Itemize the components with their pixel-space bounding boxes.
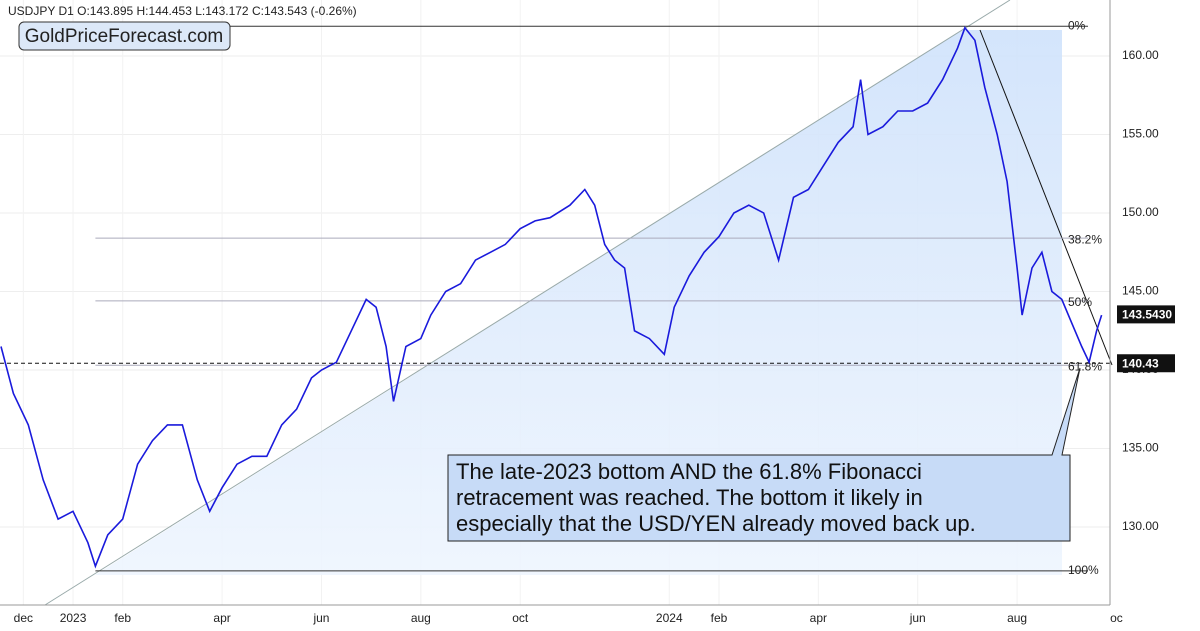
x-tick-label: 2023 bbox=[60, 611, 87, 625]
x-tick-label: aug bbox=[1007, 611, 1027, 625]
price-line bbox=[0, 26, 1103, 569]
y-tick-label: 150.00 bbox=[1122, 205, 1159, 219]
x-tick-label: apr bbox=[213, 611, 230, 625]
x-tick-label: oct bbox=[512, 611, 529, 625]
y-tick-label: 145.00 bbox=[1122, 284, 1159, 298]
fib-label: 50% bbox=[1068, 295, 1092, 309]
y-tick-label: 160.00 bbox=[1122, 48, 1159, 62]
trend-line bbox=[979, 29, 1113, 366]
callout-box bbox=[447, 367, 1081, 542]
symbol-header: USDJPY D1 O:143.895 H:144.453 L:143.172 … bbox=[8, 4, 357, 18]
price-tag-label: 140.43 bbox=[1122, 356, 1159, 370]
x-tick-label: oc bbox=[1110, 611, 1123, 625]
x-tick-label: aug bbox=[411, 611, 431, 625]
y-tick-label: 130.00 bbox=[1122, 519, 1159, 533]
callout-line: retracement was reached. The bottom it l… bbox=[456, 485, 923, 510]
fib-area bbox=[95, 30, 1062, 575]
price-tag bbox=[1117, 354, 1175, 373]
x-tick-label: 2024 bbox=[656, 611, 683, 625]
callout-line: especially that the USD/YEN already move… bbox=[456, 511, 976, 536]
x-tick-label: feb bbox=[114, 611, 131, 625]
fib-label: 100% bbox=[1068, 563, 1099, 577]
fib-label: 61.8% bbox=[1068, 359, 1102, 373]
watermark-box bbox=[18, 21, 231, 51]
price-tag-label: 143.5430 bbox=[1122, 308, 1172, 322]
callout-line: The late-2023 bottom AND the 61.8% Fibon… bbox=[456, 459, 922, 484]
y-tick-label: 135.00 bbox=[1122, 441, 1159, 455]
x-tick-label: apr bbox=[810, 611, 827, 625]
trend-line bbox=[44, 0, 1011, 606]
y-tick-label: 155.00 bbox=[1122, 127, 1159, 141]
x-tick-label: feb bbox=[711, 611, 728, 625]
price-tag bbox=[1117, 305, 1175, 324]
fib-label: 0% bbox=[1068, 18, 1086, 32]
x-tick-label: dec bbox=[14, 611, 33, 625]
fib-label: 38.2% bbox=[1068, 232, 1102, 246]
x-tick-label: jun bbox=[312, 611, 329, 625]
watermark: GoldPriceForecast.com bbox=[25, 26, 224, 47]
plot: 0% 38.2% 50% 61.8% 100% bbox=[0, 18, 1110, 577]
x-tick-label: jun bbox=[909, 611, 926, 625]
